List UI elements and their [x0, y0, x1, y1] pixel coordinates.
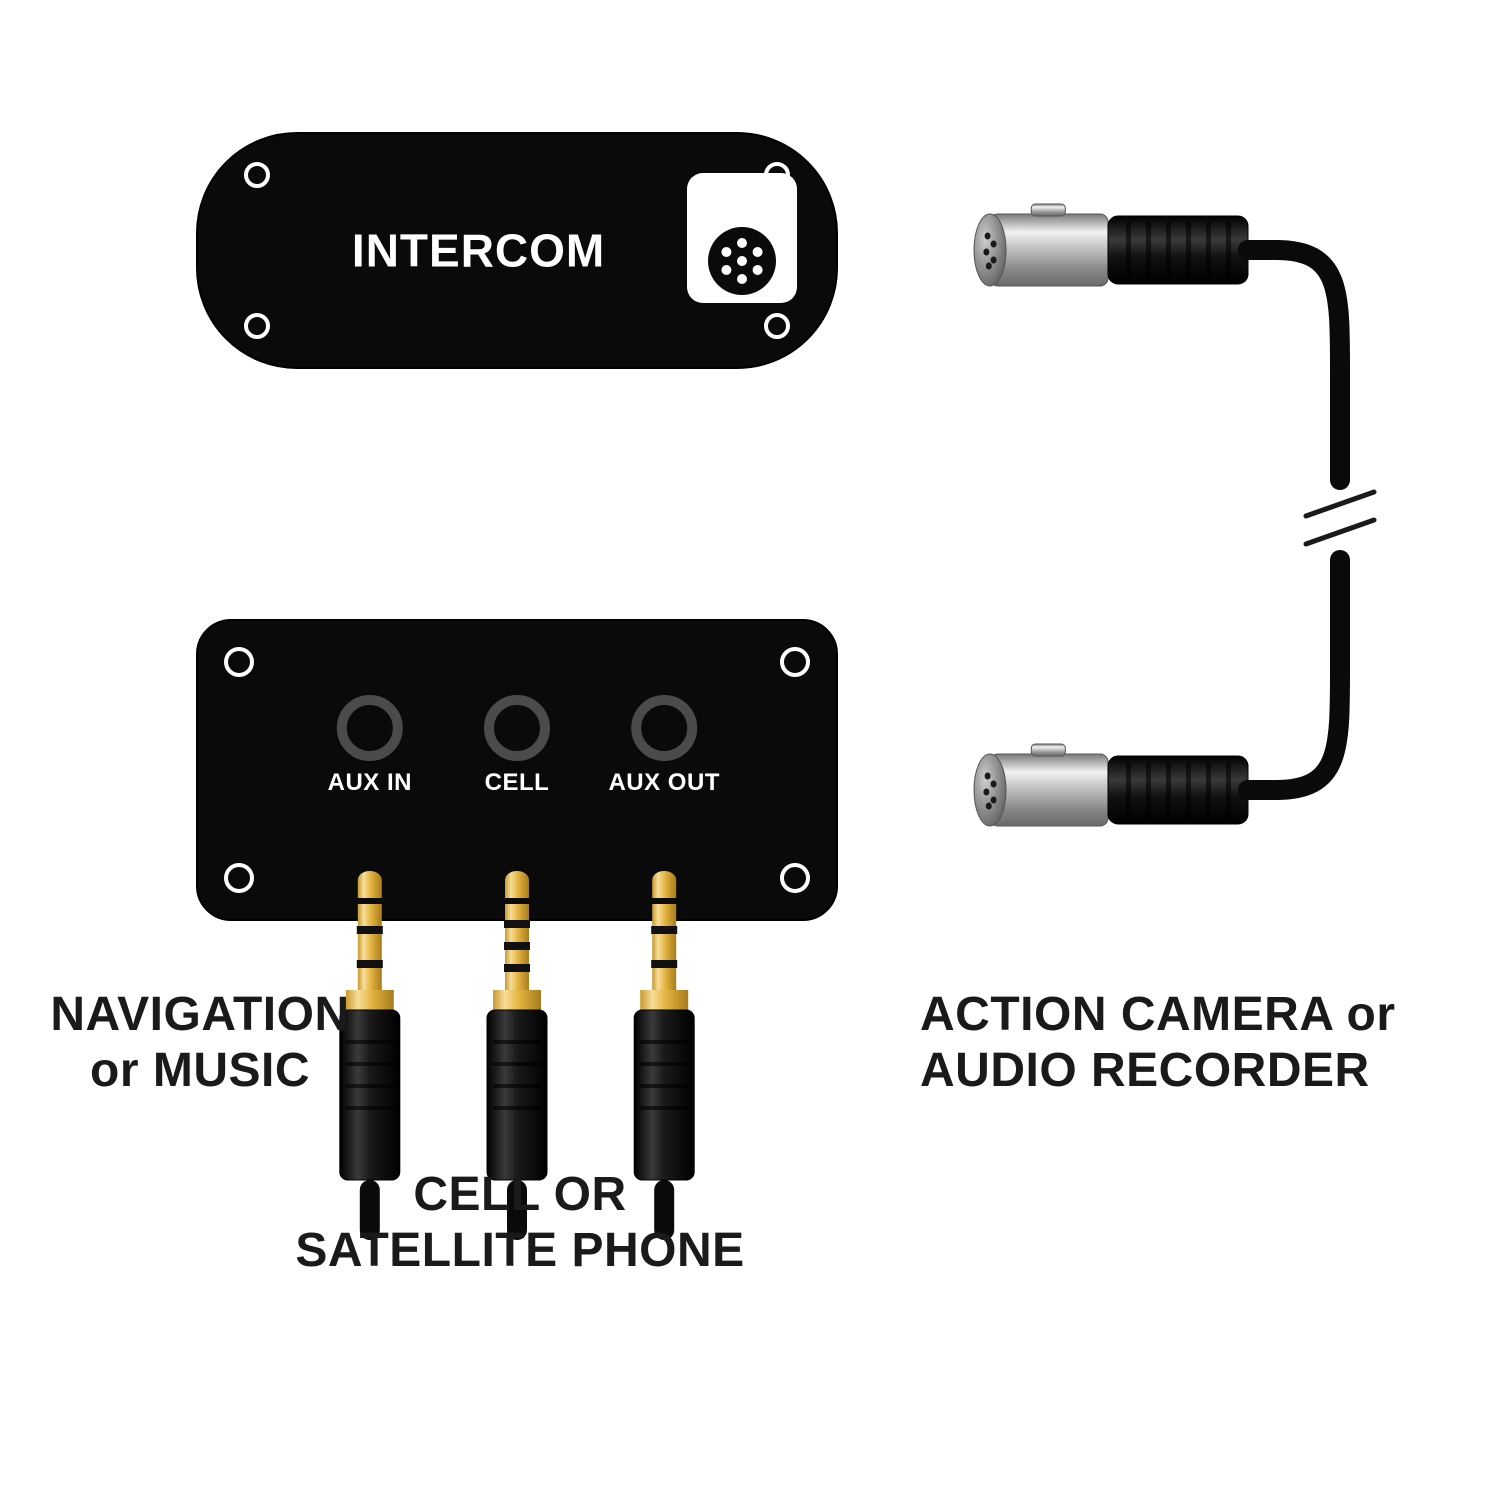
aux-panel: AUX IN CELL AUX OUT	[197, 620, 837, 1240]
xlr-connector-top	[974, 204, 1276, 286]
xlr-connector-bottom	[974, 744, 1276, 826]
label-nav-line1: NAVIGATION	[50, 988, 349, 1041]
label-cell-line2: SATELLITE PHONE	[295, 1224, 744, 1277]
label-nav-line2: or MUSIC	[90, 1044, 310, 1097]
intercom-panel: INTERCOM AUX	[197, 133, 837, 368]
label-action-line2: AUDIO RECORDER	[920, 1044, 1370, 1097]
label-action-line1: ACTION CAMERA or	[920, 988, 1396, 1041]
jack-label-cell: CELL	[485, 769, 550, 796]
jack-label-aux_out: AUX OUT	[608, 769, 720, 796]
intercom-label: INTERCOM	[352, 225, 605, 277]
aux-badge: AUX	[687, 173, 797, 303]
trs-plug-aux_out	[634, 871, 694, 1240]
label-cell-line1: CELL OR	[413, 1168, 626, 1221]
jack-label-aux_in: AUX IN	[328, 769, 412, 796]
trs-plug-aux_in	[340, 871, 400, 1240]
aux-badge-label: AUX	[713, 183, 771, 213]
